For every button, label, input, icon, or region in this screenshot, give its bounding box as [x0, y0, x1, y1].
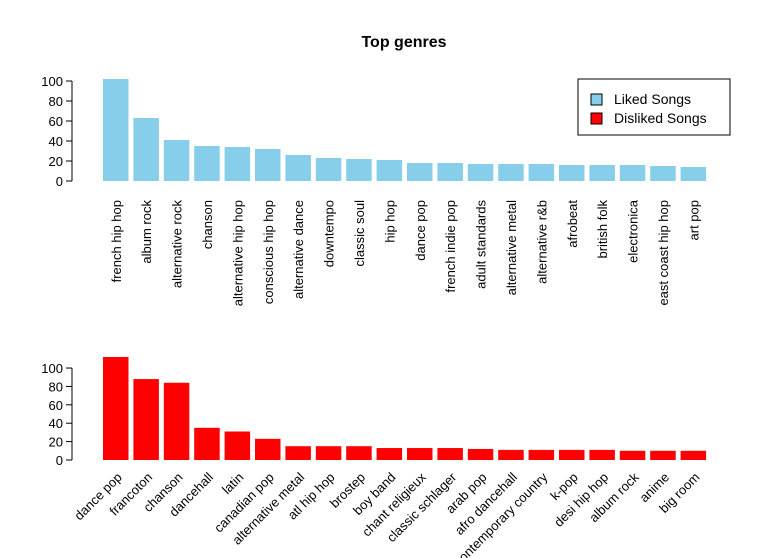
liked-bar-chanson [194, 146, 220, 181]
disliked-bar-classic-schlager [437, 448, 463, 460]
liked-bar-album-rock [133, 118, 159, 181]
liked-category-label: chanson [200, 200, 215, 249]
liked-bar-french-indie-pop [437, 163, 463, 181]
liked-bar-dance-pop [407, 163, 433, 181]
liked-bar-downtempo [315, 158, 342, 181]
disliked-bar-atl-hip-hop [315, 446, 342, 460]
disliked-y-tick-label: 0 [56, 453, 63, 468]
disliked-bar-contemporary-country [528, 449, 555, 460]
disliked-bar-anime [650, 450, 676, 460]
liked-category-label: alternative rock [170, 200, 185, 289]
disliked-bar-dance-pop [103, 357, 129, 460]
liked-bar-alternative-metal [498, 164, 524, 181]
disliked-bar-boy-band [376, 448, 403, 460]
legend-swatch-disliked [590, 112, 603, 125]
legend-label-liked: Liked Songs [614, 91, 691, 107]
liked-bar-alternative-hip-hop [224, 147, 251, 181]
liked-category-label: conscious hip hop [261, 200, 276, 304]
liked-category-label: french hip hop [109, 200, 124, 282]
liked-y-tick-label: 80 [49, 94, 63, 109]
disliked-y-tick-label: 80 [49, 379, 63, 394]
liked-bar-hip-hop [376, 160, 403, 181]
disliked-bar-francoton [133, 379, 159, 460]
disliked-bar-chanson [163, 382, 190, 460]
liked-category-label: electronica [626, 199, 641, 263]
liked-category-label: afrobeat [565, 200, 580, 248]
disliked-bar-arab-pop [467, 448, 494, 460]
liked-y-tick-label: 20 [49, 154, 63, 169]
liked-category-label: alternative metal [504, 200, 519, 295]
legend-swatch-liked [590, 93, 603, 106]
liked-bar-afrobeat [559, 165, 585, 181]
liked-y-tick-label: 100 [41, 74, 63, 89]
liked-bar-conscious-hip-hop [255, 149, 281, 181]
liked-category-label: hip hop [382, 200, 397, 243]
liked-bar-art-pop [680, 167, 707, 181]
liked-category-label: classic soul [352, 200, 367, 267]
disliked-bar-desi-hip-hop [589, 449, 615, 460]
liked-category-label: alternative hip hop [230, 200, 245, 306]
liked-category-label: british folk [595, 200, 610, 259]
legend: Liked Songs Disliked Songs [577, 78, 731, 136]
liked-category-label: art pop [686, 200, 701, 240]
liked-category-label: french indie pop [443, 200, 458, 293]
liked-category-label: adult standards [474, 200, 489, 289]
liked-category-label: east coast hip hop [656, 200, 671, 306]
disliked-bar-latin [224, 431, 251, 460]
liked-bar-electronica [619, 165, 646, 181]
chart-title: Top genres [361, 34, 446, 51]
liked-y-tick-label: 60 [49, 114, 63, 129]
liked-bar-adult-standards [467, 164, 494, 181]
disliked-bar-k-pop [559, 449, 585, 460]
disliked-y-tick-label: 40 [49, 416, 63, 431]
disliked-bar-afro-dancehall [498, 449, 524, 460]
disliked-y-tick-label: 20 [49, 435, 63, 450]
disliked-bar-big-room [680, 450, 707, 460]
disliked-bar-brostep [346, 446, 372, 460]
liked-bar-classic-soul [346, 159, 372, 181]
liked-y-tick-label: 40 [49, 134, 63, 149]
liked-category-label: alternative r&b [534, 200, 549, 284]
liked-bar-alternative-dance [285, 155, 311, 181]
legend-box [577, 78, 731, 136]
disliked-bar-alternative-metal [285, 446, 311, 460]
liked-songs-bar-panel: 0 20 40 60 80 100 french hip hop album rock alte… [41, 74, 707, 306]
legend-label-disliked: Disliked Songs [614, 110, 707, 126]
liked-category-label: downtempo [322, 200, 337, 267]
disliked-bar-canadian-pop [255, 438, 281, 460]
disliked-bar-album-rock [619, 450, 646, 460]
liked-bar-alternative-r-b [528, 164, 555, 181]
liked-y-tick-label: 0 [56, 174, 63, 189]
liked-bar-alternative-rock [163, 140, 190, 181]
liked-category-label: dance pop [413, 200, 428, 261]
disliked-y-tick-label: 100 [41, 361, 63, 376]
disliked-bar-chant-religieux [407, 448, 433, 460]
liked-category-label: album rock [139, 200, 154, 264]
liked-bar-east-coast-hip-hop [650, 166, 676, 181]
liked-bar-french-hip-hop [103, 79, 129, 181]
disliked-bar-dancehall [194, 427, 220, 460]
liked-category-label: alternative dance [291, 200, 306, 299]
disliked-y-tick-label: 60 [49, 398, 63, 413]
liked-bar-british-folk [589, 165, 615, 181]
